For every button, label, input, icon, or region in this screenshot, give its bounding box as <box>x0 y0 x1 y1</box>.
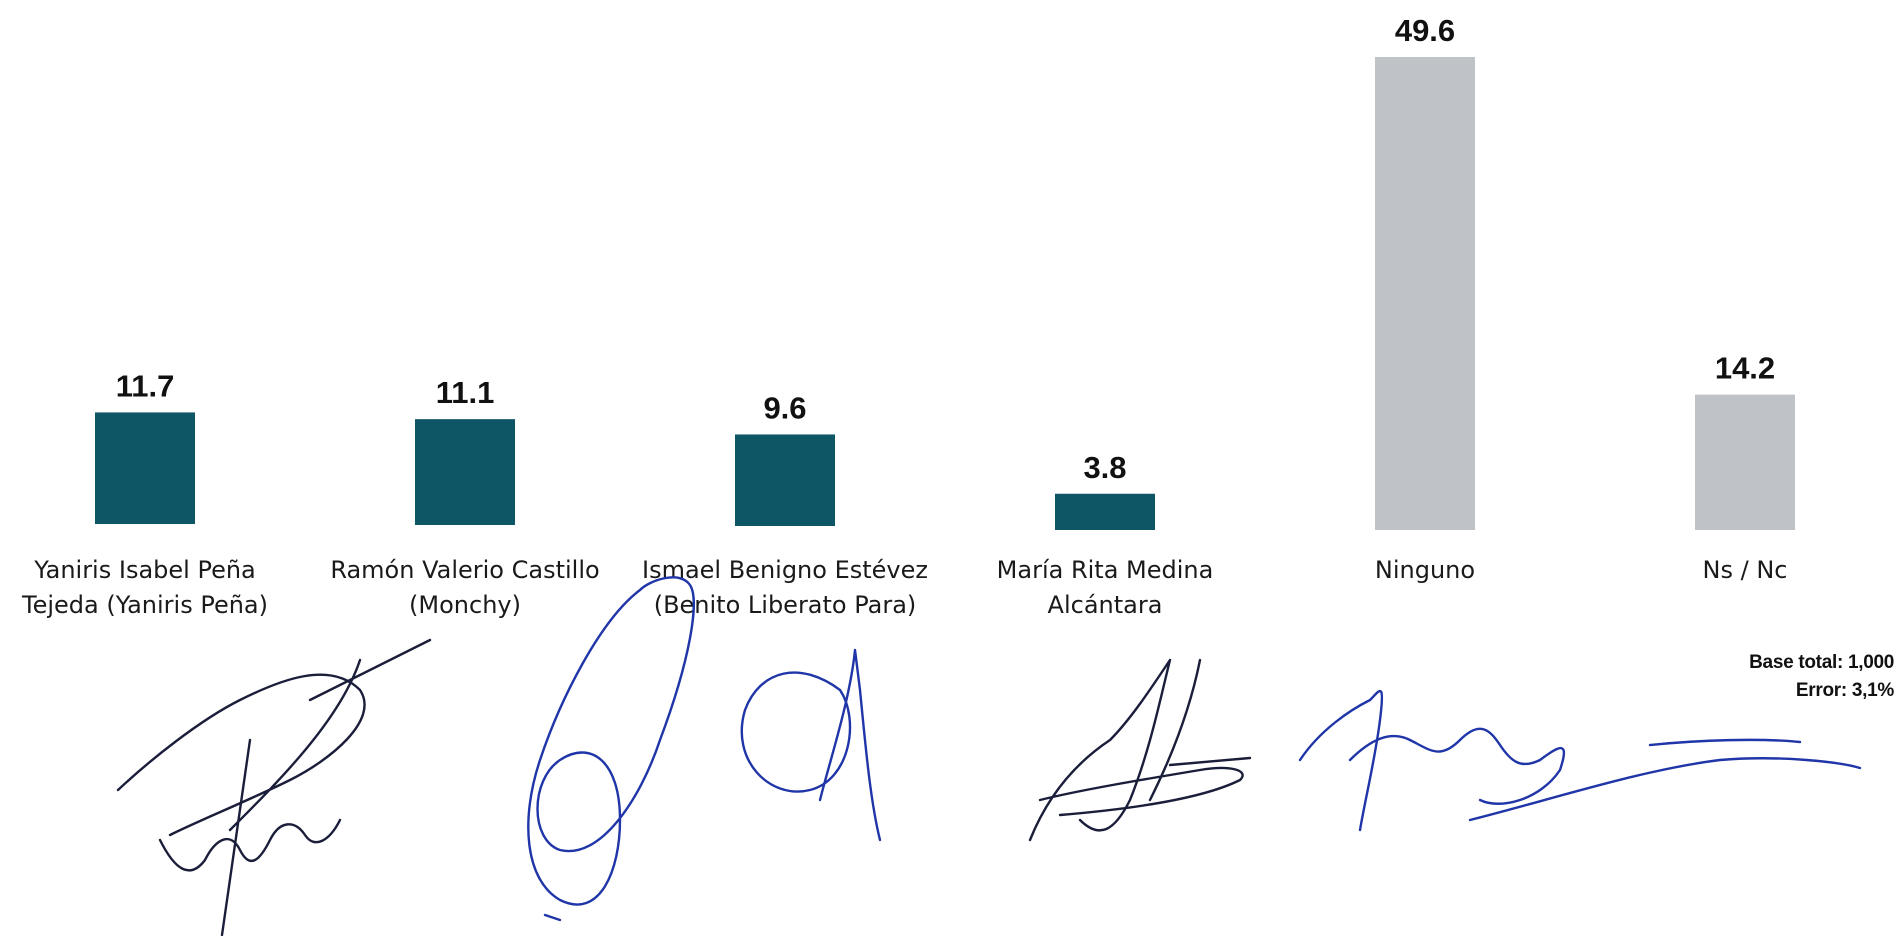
value-label-3: 9.6 <box>763 390 806 425</box>
category-label-4-line-2: Alcántara <box>1048 591 1163 619</box>
value-label-6: 14.2 <box>1715 351 1775 386</box>
category-label-4-line-1: María Rita Medina <box>997 556 1214 584</box>
value-label-4: 3.8 <box>1083 450 1126 485</box>
value-label-5: 49.6 <box>1395 13 1455 48</box>
bar-6 <box>1695 394 1795 530</box>
category-label-1-line-1: Yaniris Isabel Peña <box>33 556 256 584</box>
bar-1 <box>95 412 195 524</box>
category-label-3-line-2: (Benito Liberato Para) <box>654 591 917 619</box>
bar-4 <box>1055 493 1155 530</box>
category-label-6: Ns / Nc <box>1703 556 1788 584</box>
category-label-3-line-1: Ismael Benigno Estévez <box>642 556 928 584</box>
value-label-1: 11.7 <box>116 368 175 403</box>
category-label-1-line-2: Tejeda (Yaniris Peña) <box>21 591 268 619</box>
bar-2 <box>415 419 515 525</box>
base-total-note: Base total: 1,000 <box>1749 652 1894 673</box>
bar-3 <box>735 434 835 526</box>
value-label-2: 11.1 <box>436 375 495 410</box>
category-label-2-line-2: (Monchy) <box>409 591 521 619</box>
category-label-5: Ninguno <box>1375 556 1475 584</box>
bar-5 <box>1375 57 1475 530</box>
category-label-2-line-1: Ramón Valerio Castillo <box>330 556 599 584</box>
error-margin-note: Error: 3,1% <box>1795 680 1894 701</box>
